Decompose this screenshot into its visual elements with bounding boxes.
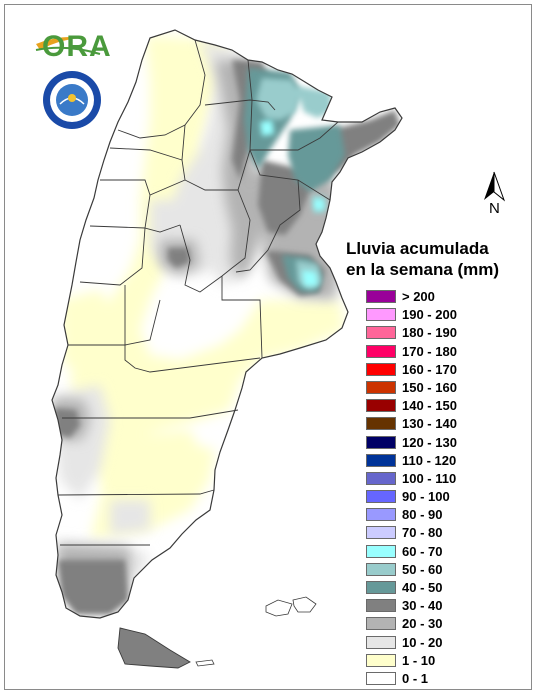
legend-swatch bbox=[366, 617, 396, 631]
legend-swatch bbox=[366, 326, 396, 340]
legend-swatch bbox=[366, 581, 396, 594]
ora-logo: ORA bbox=[28, 26, 111, 66]
legend-swatch bbox=[366, 362, 396, 376]
legend-label: 120 - 130 bbox=[402, 434, 457, 450]
logo-text: ORA bbox=[42, 30, 112, 63]
legend-swatch bbox=[366, 453, 396, 467]
legend-swatch bbox=[366, 399, 396, 413]
legend-label: 10 - 20 bbox=[402, 634, 443, 650]
province-borders bbox=[51, 29, 403, 619]
legend-label: 20 - 30 bbox=[402, 616, 443, 632]
legend-label: 160 - 170 bbox=[402, 361, 457, 377]
logo-swoosh bbox=[35, 36, 101, 55]
legend-label: 80 - 90 bbox=[402, 507, 443, 523]
tierra-del-fuego bbox=[117, 627, 191, 669]
legend-label: 30 - 40 bbox=[402, 598, 443, 614]
legend-swatch bbox=[366, 526, 396, 540]
legend-swatch bbox=[366, 435, 396, 449]
legend-swatch bbox=[366, 653, 396, 667]
legend-swatch bbox=[366, 490, 396, 504]
small-island bbox=[195, 659, 215, 667]
legend-swatch bbox=[366, 544, 396, 558]
legend-label: 190 - 200 bbox=[402, 307, 457, 323]
legend-swatch bbox=[366, 308, 396, 322]
legend-label: 150 - 160 bbox=[402, 379, 457, 395]
legend-swatch bbox=[366, 562, 396, 576]
legend-swatch bbox=[366, 508, 396, 522]
legend-label: 0 - 1 bbox=[402, 670, 429, 686]
legend-label: 100 - 110 bbox=[402, 470, 457, 486]
legend-swatch bbox=[366, 671, 396, 685]
north-arrow-icon bbox=[484, 171, 506, 202]
legend-title: Lluvia acumulada en la semana (mm) bbox=[346, 239, 500, 279]
legend-label: 70 - 80 bbox=[402, 525, 443, 541]
smn-seal bbox=[43, 71, 101, 129]
legend-swatch bbox=[366, 599, 396, 613]
north-label: N bbox=[489, 200, 500, 217]
legend-label: 130 - 140 bbox=[402, 416, 457, 432]
malvinas-islands bbox=[265, 596, 317, 617]
legend-label: 40 - 50 bbox=[402, 580, 443, 595]
legend-label: 110 - 120 bbox=[402, 452, 457, 468]
rainfall-fields bbox=[52, 35, 400, 614]
legend-label: 50 - 60 bbox=[402, 561, 443, 577]
legend-label: 140 - 150 bbox=[402, 398, 457, 414]
legend-label: > 200 bbox=[402, 289, 435, 304]
legend-swatch bbox=[366, 380, 396, 394]
legend-label: 90 - 100 bbox=[402, 489, 450, 505]
legend-label: 60 - 70 bbox=[402, 543, 443, 559]
legend-swatch bbox=[366, 344, 396, 358]
legend-swatch bbox=[366, 471, 396, 485]
legend-swatch bbox=[366, 290, 396, 303]
legend-label: 170 - 180 bbox=[402, 343, 457, 359]
legend-swatch bbox=[366, 417, 396, 431]
legend-swatch bbox=[366, 635, 396, 649]
legend-label: 1 - 10 bbox=[402, 652, 436, 668]
legend-label: 180 - 190 bbox=[402, 325, 457, 341]
